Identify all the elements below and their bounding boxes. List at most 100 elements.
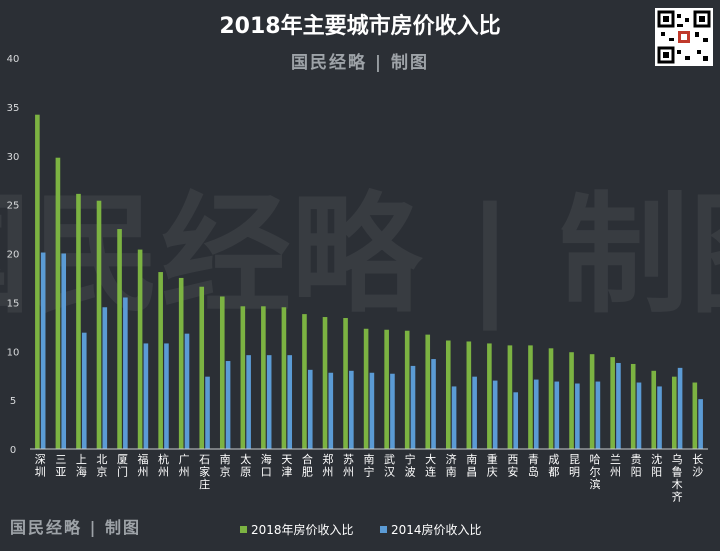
- bar-2018: [158, 272, 163, 449]
- legend: 2018年房价收入比 2014房价收入比: [240, 522, 482, 537]
- bar-2018: [261, 306, 266, 449]
- bar-2018: [76, 193, 81, 449]
- bar-2018: [692, 382, 698, 449]
- bar-2018: [548, 348, 554, 449]
- bar-2014: [184, 333, 190, 449]
- bar-2018: [363, 328, 369, 449]
- bar-2018: [487, 343, 492, 449]
- y-tick-label: 0: [10, 445, 16, 456]
- bar-2014: [472, 376, 477, 449]
- x-tick-label: 北京: [96, 453, 107, 479]
- bar-2014: [328, 372, 334, 449]
- bar-2018: [507, 345, 513, 449]
- x-tick-label: 上海: [76, 453, 87, 479]
- bar-2018: [384, 329, 389, 449]
- x-tick-label: 昆明: [569, 453, 580, 479]
- y-tick-label: 30: [7, 152, 20, 163]
- bar-2014: [616, 362, 621, 449]
- bar-2018: [425, 334, 431, 449]
- bar-2014: [657, 386, 662, 449]
- bar-2018: [445, 340, 451, 449]
- x-tick-label: 哈尔滨: [590, 453, 601, 491]
- x-tick-label: 兰州: [610, 453, 621, 479]
- bar-2018: [322, 317, 328, 449]
- bar-2014: [575, 383, 580, 449]
- x-tick-label: 济南: [446, 452, 457, 479]
- x-tick-label: 合肥: [302, 452, 313, 479]
- bar-2014: [513, 392, 519, 449]
- bar-2018: [240, 306, 246, 449]
- x-tick-label: 石家庄: [199, 453, 210, 491]
- x-tick-label: 三亚: [55, 453, 66, 479]
- legend-swatch: [240, 526, 247, 533]
- bar-2018: [178, 277, 184, 449]
- bar-2018: [404, 330, 410, 449]
- bar-2018: [96, 200, 102, 449]
- bar-2014: [61, 253, 67, 449]
- watermark-text: 国民经略 | 制图: [0, 178, 720, 331]
- legend-swatch: [380, 526, 387, 533]
- y-axis: 0 5 10 15 20 25 30 35 40: [7, 54, 20, 456]
- bar-2018: [569, 352, 574, 449]
- bar-2014: [225, 361, 231, 449]
- bar-2018: [528, 345, 533, 449]
- bar-2018: [466, 341, 472, 449]
- bar-2014: [287, 355, 293, 449]
- legend-label: 2018年房价收入比: [251, 522, 354, 537]
- y-tick-label: 10: [7, 347, 20, 358]
- bar-2014: [451, 386, 457, 449]
- bar-2018: [651, 370, 657, 449]
- bar-2014: [40, 252, 46, 449]
- bar-2018: [35, 114, 40, 449]
- bar-2014: [636, 382, 642, 449]
- large-watermark: 国民经略 | 制图: [0, 178, 720, 331]
- x-tick-label: 太原: [240, 453, 251, 479]
- x-tick-label: 南宁: [364, 453, 375, 479]
- bar-2014: [492, 380, 498, 449]
- bar-2014: [81, 332, 87, 449]
- x-tick-label: 青岛: [528, 453, 539, 479]
- x-tick-label: 西安: [507, 453, 518, 479]
- qr-code-icon: [655, 8, 713, 66]
- bar-2014: [533, 379, 539, 449]
- bar-2018: [137, 249, 143, 449]
- bar-2018: [589, 354, 595, 449]
- x-tick-label: 天津: [281, 453, 292, 479]
- chart-title: 2018年主要城市房价收入比: [219, 14, 501, 39]
- bar-2014: [102, 307, 108, 449]
- bar-2014: [698, 399, 703, 449]
- x-tick-label: 武汉: [384, 453, 395, 479]
- x-tick-label: 苏州: [343, 453, 354, 479]
- y-tick-label: 35: [7, 103, 20, 114]
- bar-2014: [554, 381, 560, 449]
- y-tick-label: 40: [7, 54, 20, 65]
- bar-2018: [199, 286, 205, 449]
- x-tick-label: 南京: [220, 453, 231, 479]
- bar-2014: [307, 369, 313, 449]
- x-tick-label: 深圳: [35, 453, 46, 479]
- bar-2018: [55, 157, 61, 449]
- brand-watermark-top: 国民经略 | 制图: [290, 53, 430, 73]
- x-tick-label: 海口: [261, 452, 272, 479]
- bar-2018: [671, 376, 677, 449]
- bar-2014: [143, 343, 149, 449]
- legend-label: 2014房价收入比: [391, 522, 482, 537]
- x-tick-label: 郑州: [322, 452, 333, 479]
- x-tick-label: 广州: [179, 453, 190, 479]
- x-tick-label: 乌鲁木齐: [672, 452, 683, 504]
- brand-watermark-bottom: 国民经略 | 制图: [10, 518, 141, 537]
- bar-2018: [610, 357, 615, 449]
- x-tick-label: 沈阳: [651, 452, 662, 479]
- bar-2018: [630, 363, 636, 449]
- bar-2014: [410, 365, 416, 449]
- bar-2014: [164, 343, 169, 449]
- bar-2018: [117, 229, 122, 449]
- x-tick-label: 厦门: [117, 453, 128, 479]
- x-tick-label: 福州: [138, 452, 149, 479]
- bar-2018: [281, 307, 287, 449]
- bar-2014: [431, 359, 436, 449]
- bar-2018: [302, 314, 307, 449]
- bar-2014: [205, 376, 210, 449]
- x-tick-label: 南昌: [466, 453, 477, 479]
